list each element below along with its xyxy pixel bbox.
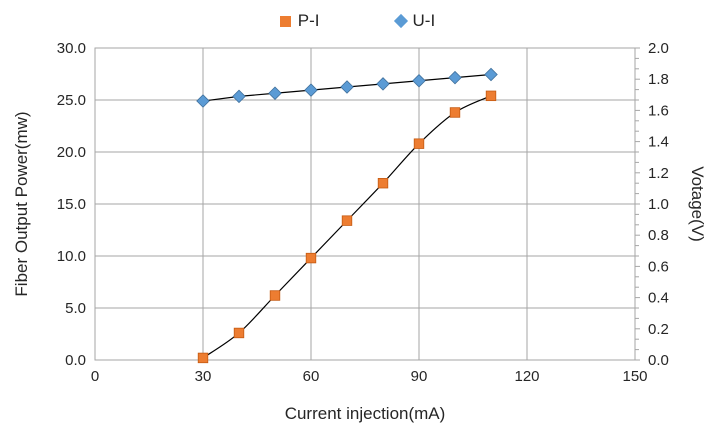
svg-text:1.2: 1.2	[648, 165, 669, 182]
legend-item-ui: U-I	[393, 11, 436, 31]
svg-text:150: 150	[622, 368, 647, 385]
svg-text:5.0: 5.0	[65, 300, 86, 317]
x-axis-title: Current injection(mA)	[284, 404, 446, 423]
legend-label-ui: U-I	[412, 11, 436, 30]
svg-text:20.0: 20.0	[57, 144, 86, 161]
svg-text:30.0: 30.0	[57, 40, 86, 57]
svg-text:0.6: 0.6	[648, 258, 669, 275]
legend-label-pi: P-I	[297, 11, 320, 30]
legend-item-pi: P-I	[279, 11, 320, 31]
square-marker-icon	[279, 15, 291, 27]
svg-text:0.2: 0.2	[648, 321, 669, 338]
svg-text:25.0: 25.0	[57, 92, 86, 109]
svg-text:0.4: 0.4	[648, 290, 669, 307]
svg-text:1.8: 1.8	[648, 71, 669, 88]
svg-text:120: 120	[514, 368, 539, 385]
svg-text:60: 60	[303, 368, 320, 385]
svg-text:1.4: 1.4	[648, 134, 669, 151]
legend: P-I U-I	[0, 8, 715, 34]
svg-text:1.6: 1.6	[648, 102, 669, 119]
svg-text:15.0: 15.0	[57, 196, 86, 213]
svg-text:0: 0	[91, 368, 99, 385]
svg-text:0.0: 0.0	[648, 352, 669, 369]
svg-text:30: 30	[195, 368, 212, 385]
svg-text:90: 90	[411, 368, 428, 385]
svg-text:2.0: 2.0	[648, 40, 669, 57]
svg-text:0.8: 0.8	[648, 227, 669, 244]
svg-text:0.0: 0.0	[65, 352, 86, 369]
svg-text:1.0: 1.0	[648, 196, 669, 213]
svg-text:10.0: 10.0	[57, 248, 86, 265]
